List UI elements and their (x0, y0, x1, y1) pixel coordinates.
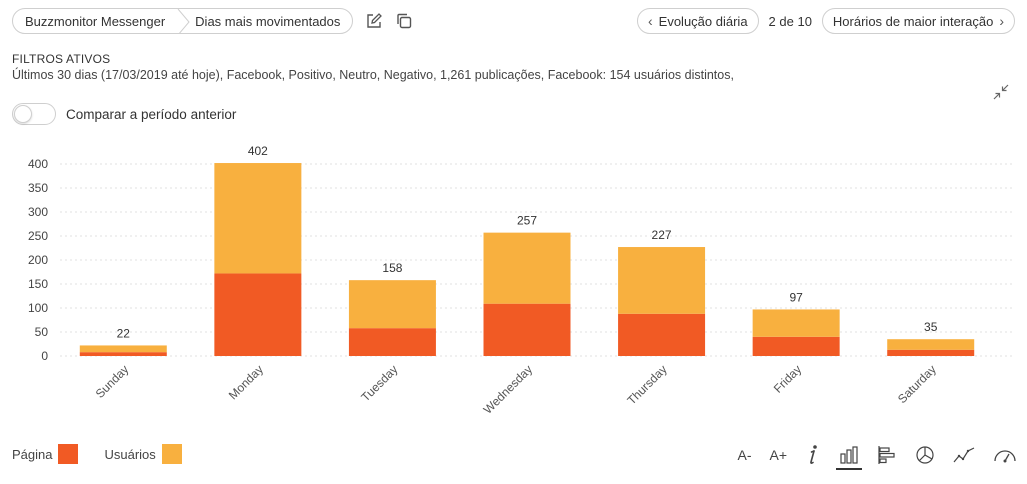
y-tick-label: 150 (28, 277, 48, 291)
x-tick-label-monday: Monday (226, 362, 266, 402)
y-tick-label: 200 (28, 253, 48, 267)
bar-chart-icon[interactable] (836, 442, 862, 470)
data-label-saturday: 35 (924, 320, 938, 334)
x-tick-label-wednesday: Wednesday (481, 362, 536, 417)
x-tick-label-tuesday: Tuesday (358, 362, 400, 404)
x-tick-label-thursday: Thursday (624, 362, 669, 407)
breadcrumb-pill: Buzzmonitor Messenger Dias mais moviment… (12, 8, 354, 34)
next-report-button[interactable]: Horários de maior interação › (821, 8, 1015, 34)
y-tick-label: 400 (28, 157, 48, 171)
bar-pagina-monday[interactable] (214, 273, 302, 356)
x-tick-label-friday: Friday (771, 362, 804, 395)
toggle-knob (14, 105, 32, 123)
data-label-wednesday: 257 (517, 214, 537, 228)
legend-swatch-usuarios (161, 444, 182, 464)
legend-swatch-pagina (58, 444, 79, 464)
line-chart-icon[interactable] (953, 442, 975, 468)
y-tick-label: 100 (28, 301, 48, 315)
bar-usuarios-tuesday[interactable] (348, 280, 436, 329)
breadcrumb: Buzzmonitor Messenger Dias mais moviment… (12, 8, 413, 34)
bar-usuarios-sunday[interactable] (79, 345, 167, 353)
chart-toolbar: A- A+ (719, 442, 1017, 470)
filters-title: FILTROS ATIVOS (12, 52, 111, 66)
bar-pagina-saturday[interactable] (887, 349, 975, 356)
font-smaller-button[interactable]: A- (737, 447, 752, 463)
bar-pagina-sunday[interactable] (79, 352, 167, 356)
bar-pagina-wednesday[interactable] (483, 303, 571, 356)
y-tick-label: 300 (28, 205, 48, 219)
legend-label-usuarios: Usuários (104, 446, 156, 462)
prev-report-button[interactable]: ‹ Evolução diária (636, 8, 759, 34)
bar-usuarios-friday[interactable] (752, 309, 840, 337)
breadcrumb-item-app[interactable]: Buzzmonitor Messenger (25, 13, 166, 29)
legend-label-pagina: Página (12, 446, 53, 462)
x-tick-label-saturday: Saturday (895, 362, 939, 406)
filters-description: Últimos 30 dias (17/03/2019 até hoje), F… (12, 68, 734, 82)
breadcrumb-item-report[interactable]: Dias mais movimentados (195, 13, 341, 29)
horizontal-bar-icon[interactable] (877, 442, 897, 468)
legend-item-usuarios[interactable]: Usuários (104, 444, 182, 464)
font-larger-button[interactable]: A+ (769, 447, 787, 463)
bar-pagina-friday[interactable] (752, 336, 840, 356)
bar-usuarios-monday[interactable] (214, 163, 302, 274)
data-label-friday: 97 (789, 290, 803, 304)
compare-label: Comparar a período anterior (66, 106, 237, 122)
info-icon[interactable] (805, 442, 821, 468)
copy-icon[interactable] (395, 12, 413, 30)
collapse-icon[interactable] (993, 84, 1009, 100)
prev-report-label: Evolução diária (658, 13, 748, 29)
bar-pagina-tuesday[interactable] (348, 328, 436, 356)
chevron-right-icon: › (999, 13, 1004, 29)
next-report-label: Horários de maior interação (832, 13, 994, 29)
compare-toggle[interactable] (12, 103, 56, 125)
bar-pagina-thursday[interactable] (618, 313, 706, 356)
compare-period: Comparar a período anterior (12, 103, 236, 125)
y-tick-label: 350 (28, 181, 48, 195)
data-label-tuesday: 158 (382, 261, 402, 275)
bar-usuarios-wednesday[interactable] (483, 232, 571, 304)
breadcrumb-separator-icon (177, 9, 191, 33)
bar-usuarios-thursday[interactable] (618, 247, 706, 314)
y-tick-label: 50 (35, 325, 49, 339)
page-indicator: 2 de 10 (768, 13, 812, 29)
chart-legend: Página Usuários (12, 444, 208, 464)
data-label-monday: 402 (248, 144, 268, 158)
edit-icon[interactable] (365, 12, 383, 30)
data-label-sunday: 22 (117, 326, 131, 340)
x-tick-label-sunday: Sunday (93, 362, 132, 401)
bar-usuarios-saturday[interactable] (887, 339, 975, 350)
legend-item-pagina[interactable]: Página (12, 444, 79, 464)
chevron-left-icon: ‹ (647, 13, 653, 29)
data-label-thursday: 227 (652, 228, 672, 242)
gauge-icon[interactable] (993, 442, 1017, 468)
y-tick-label: 0 (41, 349, 48, 363)
pie-chart-icon[interactable] (915, 442, 935, 468)
stacked-bar-chart: 0 50 100 150 200 250 300 350 400 22 Sunday 402 Monda… (28, 144, 1012, 417)
report-navigation: ‹ Evolução diária 2 de 10 Horários de ma… (636, 8, 1015, 34)
y-tick-label: 250 (28, 229, 48, 243)
